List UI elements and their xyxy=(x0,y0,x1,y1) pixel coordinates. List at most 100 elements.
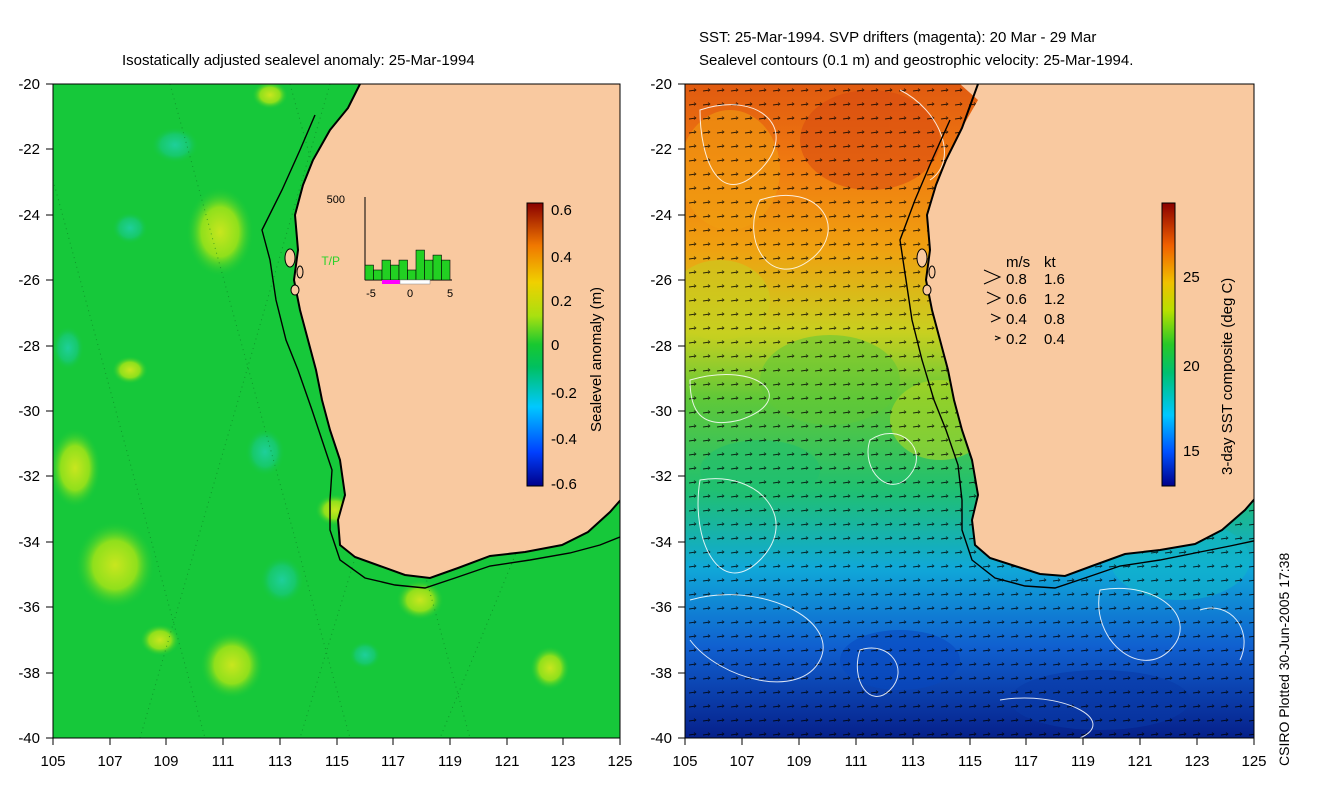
left-y-tick-label: -34 xyxy=(18,534,40,551)
left-x-axis: 105 107 109 111 113 115 117 119 121 123 … xyxy=(40,738,633,770)
velocity-legend: m/s kt 0.8 1.6 0.6 1.2 0.4 0.8 0.2 0.4 xyxy=(983,254,1065,348)
right-y-tick: -30 xyxy=(650,403,685,420)
legend-arrow-icon xyxy=(983,269,1002,285)
left-y-tick-label: -24 xyxy=(18,207,40,224)
left-x-tick-label: 111 xyxy=(212,753,235,770)
sst-colorbar-tick: 20 xyxy=(1183,358,1200,375)
left-x-tick-label: 121 xyxy=(494,753,519,770)
right-y-tick-label: -36 xyxy=(650,599,672,616)
left-x-tick: 107 xyxy=(97,738,123,770)
right-x-tick-label: 105 xyxy=(672,753,697,770)
histogram-bar xyxy=(407,269,417,281)
left-y-tick: -28 xyxy=(18,338,53,355)
right-y-tick-label: -30 xyxy=(650,403,672,420)
legend-row: 0.4 0.8 xyxy=(990,311,1065,328)
right-y-tick: -40 xyxy=(650,730,685,747)
histogram-bar xyxy=(373,269,383,281)
satellite-tracks xyxy=(53,84,620,738)
track-period-bar xyxy=(399,279,431,285)
legend-header-ms: m/s xyxy=(1006,254,1030,271)
sst-colorbar: 25 20 15 3-day SST composite (deg C) xyxy=(1161,202,1236,487)
left-x-tick: 125 xyxy=(607,738,633,770)
right-y-tick: -38 xyxy=(650,665,685,682)
left-x-tick: 105 xyxy=(40,738,66,770)
histogram-bar xyxy=(432,254,442,281)
right-x-tick: 121 xyxy=(1127,738,1153,770)
left-y-axis: -20 -22 -24 -26 -28 -30 -32 -34 -36 -38 … xyxy=(18,76,53,747)
left-x-tick-label: 125 xyxy=(607,753,632,770)
left-y-tick: -34 xyxy=(18,534,53,551)
left-x-tick: 115 xyxy=(325,738,349,770)
left-y-tick-label: -20 xyxy=(18,76,40,93)
right-y-tick-label: -22 xyxy=(650,141,672,158)
legend-arrow-icon xyxy=(986,291,1002,305)
right-x-tick: 119 xyxy=(1071,738,1095,770)
right-x-tick-label: 115 xyxy=(958,753,982,770)
right-y-axis: -20 -22 -24 -26 -28 -30 -32 -34 -36 -38 … xyxy=(650,76,685,747)
anomaly-colorbar-tick: 0.6 xyxy=(551,202,572,219)
right-map xyxy=(685,84,1254,738)
left-x-tick-label: 123 xyxy=(550,753,575,770)
histogram-x-tick-label: 5 xyxy=(447,288,453,300)
right-y-tick: -28 xyxy=(650,338,685,355)
left-y-tick-label: -32 xyxy=(18,468,40,485)
legend-arrow-icon xyxy=(994,335,1002,341)
right-y-tick: -34 xyxy=(650,534,685,551)
legend-kt-value: 0.4 xyxy=(1044,331,1065,348)
drifter-period-bar xyxy=(382,280,400,284)
right-x-tick-label: 123 xyxy=(1184,753,1209,770)
left-y-tick: -36 xyxy=(18,599,53,616)
legend-header-kt: kt xyxy=(1044,254,1057,271)
right-x-tick: 105 xyxy=(672,738,698,770)
islands xyxy=(284,248,304,296)
left-y-tick-label: -28 xyxy=(18,338,40,355)
right-y-tick: -22 xyxy=(650,141,685,158)
right-x-tick: 109 xyxy=(786,738,812,770)
left-x-tick-label: 105 xyxy=(40,753,65,770)
left-x-tick-label: 109 xyxy=(153,753,178,770)
anomaly-colorbar-label: Sealevel anomaly (m) xyxy=(588,287,605,432)
legend-kt-value: 1.2 xyxy=(1044,291,1065,308)
left-x-tick: 117 xyxy=(381,738,405,770)
histogram-y-max-label: 500 xyxy=(327,194,345,206)
right-y-tick: -20 xyxy=(650,76,685,93)
sealevel-contours xyxy=(689,89,1245,738)
left-y-tick: -38 xyxy=(18,665,53,682)
anomaly-colorbar-tick: 0 xyxy=(551,337,559,354)
right-y-tick-label: -34 xyxy=(650,534,672,551)
histogram-bar xyxy=(398,259,408,281)
histogram-bar xyxy=(364,264,374,281)
legend-row: 0.2 0.4 xyxy=(994,331,1065,348)
legend-ms-value: 0.4 xyxy=(1006,311,1027,328)
left-x-tick: 113 xyxy=(268,738,292,770)
right-y-tick-label: -40 xyxy=(650,730,672,747)
legend-ms-value: 0.8 xyxy=(1006,271,1027,288)
right-y-tick: -32 xyxy=(650,468,685,485)
histogram-x-tick-label: -5 xyxy=(366,288,376,300)
right-map-title-line2: Sealevel contours (0.1 m) and geostrophi… xyxy=(699,52,1134,69)
left-map-title: Isostatically adjusted sealevel anomaly:… xyxy=(122,52,475,69)
right-y-tick-label: -38 xyxy=(650,665,672,682)
left-x-tick: 119 xyxy=(438,738,462,770)
right-x-tick: 111 xyxy=(845,738,867,770)
left-y-tick: -30 xyxy=(18,403,53,420)
right-x-tick-label: 117 xyxy=(1014,753,1038,770)
left-x-tick-label: 107 xyxy=(97,753,122,770)
legend-row: 0.8 1.6 xyxy=(983,269,1065,288)
left-y-tick-label: -40 xyxy=(18,730,40,747)
coastline xyxy=(292,84,620,580)
histogram-bar xyxy=(415,249,425,281)
histogram-bar xyxy=(381,259,391,281)
right-x-tick-label: 109 xyxy=(786,753,811,770)
anomaly-colorbar-tick: -0.4 xyxy=(551,431,577,448)
inset-histogram: 500 T/P -5 0 5 xyxy=(321,194,453,300)
legend-kt-value: 0.8 xyxy=(1044,311,1065,328)
right-x-tick: 123 xyxy=(1184,738,1210,770)
right-x-tick-label: 107 xyxy=(729,753,754,770)
right-x-tick-label: 113 xyxy=(901,753,925,770)
shelf-contour xyxy=(261,114,620,589)
right-x-tick: 125 xyxy=(1241,738,1267,770)
anomaly-colorbar-tick: 0.4 xyxy=(551,249,572,266)
right-y-tick-label: -24 xyxy=(650,207,672,224)
left-x-tick: 109 xyxy=(153,738,179,770)
